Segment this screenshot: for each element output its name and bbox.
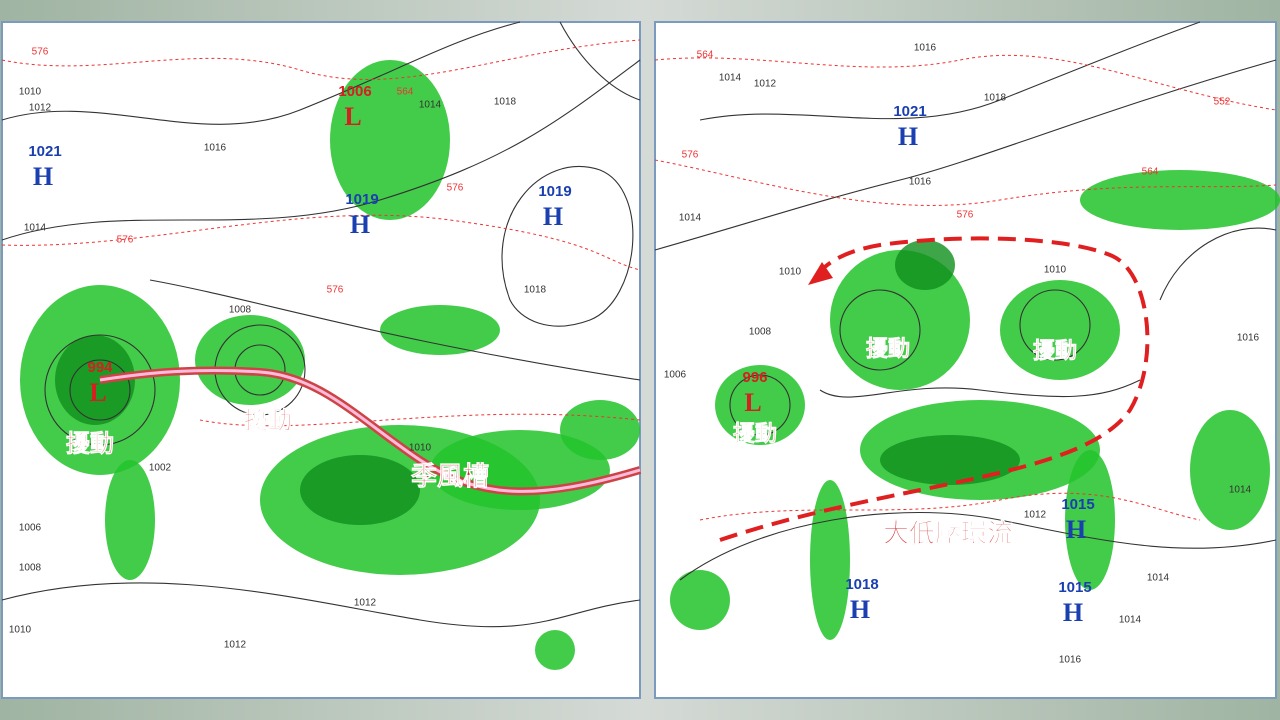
pressure-center: H — [1063, 598, 1083, 627]
annotation: 擾動 — [66, 429, 114, 457]
annotation: 擾動 — [866, 336, 910, 361]
pressure-center: H — [1066, 515, 1086, 544]
isobar-label: 1014 — [419, 100, 442, 111]
pressure-label: 1019 — [538, 183, 571, 200]
pressure-label: 1021 — [28, 143, 61, 160]
pressure-label: 1015 — [1061, 496, 1094, 513]
isobar-label: 1014 — [719, 73, 742, 84]
monsoon-trough — [99, 366, 642, 496]
isobar-label: 1010 — [779, 267, 802, 278]
isobar-label: 1016 — [1059, 655, 1082, 666]
isobar-label: 1014 — [24, 223, 47, 234]
isobar-label: 1006 — [19, 523, 42, 534]
annotation: 擾動 — [244, 406, 292, 434]
annotation: 擾動 — [733, 421, 777, 446]
annotation: 擾動 — [1033, 338, 1077, 363]
thickness-label: 564 — [1142, 167, 1159, 178]
thickness-label: 564 — [397, 87, 414, 98]
thickness-label: 576 — [327, 285, 344, 296]
isobar-label: 1010 — [1044, 265, 1067, 276]
isobar-label: 1016 — [914, 43, 937, 54]
isobar-label: 1012 — [354, 598, 377, 609]
panel-frame — [654, 21, 1277, 699]
pressure-center: H — [543, 202, 563, 231]
isobar-label: 1012 — [754, 79, 777, 90]
isobar-label: 1008 — [19, 563, 42, 574]
rain-areas — [670, 170, 1280, 640]
isobar-label: 1018 — [984, 93, 1007, 104]
pressure-label: 1021 — [893, 103, 926, 120]
isobar-label: 1018 — [494, 97, 517, 108]
isobar-label: 1010 — [9, 625, 32, 636]
labels: 1006L1021H1019H1019H994L擾動擾動季風槽101010121… — [9, 43, 1260, 666]
isobar-label: 1012 — [1024, 510, 1047, 521]
pressure-label: 1018 — [845, 576, 878, 593]
isobar-label: 1016 — [909, 177, 932, 188]
isobar-label: 1008 — [229, 305, 252, 316]
isobar-label: 1014 — [1119, 615, 1142, 626]
thickness-lines — [1, 39, 641, 427]
isobar-label: 1008 — [749, 327, 772, 338]
pressure-label: 994 — [87, 359, 113, 376]
pressure-center: L — [744, 388, 761, 417]
isobar-label: 1002 — [149, 463, 172, 474]
thickness-label: 576 — [682, 150, 699, 161]
left-panel — [1, 21, 642, 699]
isobar-label: 1016 — [1237, 333, 1260, 344]
pressure-center: H — [350, 210, 370, 239]
thickness-lines — [654, 54, 1277, 521]
isobar-label: 1014 — [1229, 485, 1252, 496]
thickness-label: 564 — [697, 50, 714, 61]
isobars — [654, 21, 1277, 581]
pressure-label: 1019 — [345, 191, 378, 208]
pressure-label: 1015 — [1058, 579, 1091, 596]
right-panel — [654, 21, 1280, 699]
thickness-label: 576 — [117, 235, 134, 246]
isobar-label: 1010 — [19, 87, 42, 98]
isobar-label: 1014 — [679, 213, 702, 224]
pressure-center: H — [850, 595, 870, 624]
isobars — [1, 21, 641, 628]
thickness-label: 576 — [32, 47, 49, 58]
isobar-label: 1006 — [664, 370, 687, 381]
thickness-label: 576 — [957, 210, 974, 221]
thickness-label: 552 — [1214, 97, 1231, 108]
isobar-label: 1010 — [409, 443, 432, 454]
annotation: 大低壓環流 — [883, 518, 1013, 548]
isobar-label: 1014 — [1147, 573, 1170, 584]
pressure-center: L — [89, 378, 106, 407]
pressure-center: L — [344, 102, 361, 131]
pressure-center: H — [33, 162, 53, 191]
thickness-label: 576 — [447, 183, 464, 194]
pressure-label: 996 — [742, 369, 767, 386]
pressure-label: 1006 — [338, 83, 371, 100]
annotation: 季風槽 — [411, 461, 489, 491]
isobar-label: 1018 — [524, 285, 547, 296]
circulation-arrow — [719, 236, 1150, 542]
isobar-label: 1012 — [29, 103, 52, 114]
isobar-label: 1016 — [204, 143, 227, 154]
pressure-center: H — [898, 122, 918, 151]
isobar-label: 1012 — [224, 640, 247, 651]
